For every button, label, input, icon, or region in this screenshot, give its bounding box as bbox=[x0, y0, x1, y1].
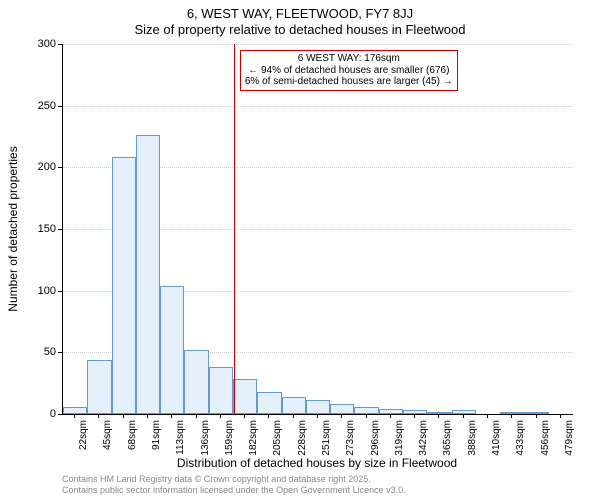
ytick-label: 50 bbox=[16, 346, 56, 358]
footer-line1: Contains HM Land Registry data © Crown c… bbox=[62, 474, 371, 484]
xtick-mark bbox=[171, 414, 172, 418]
xtick-mark bbox=[123, 414, 124, 418]
histogram-bar bbox=[282, 397, 306, 414]
histogram-bar bbox=[160, 286, 184, 414]
histogram-bar bbox=[136, 135, 160, 414]
ytick-label: 300 bbox=[16, 38, 56, 50]
ytick-label: 200 bbox=[16, 161, 56, 173]
xtick-mark bbox=[341, 414, 342, 418]
histogram-chart: 6, WEST WAY, FLEETWOOD, FY7 8JJ Size of … bbox=[0, 0, 600, 500]
xtick-mark bbox=[244, 414, 245, 418]
chart-title-line1: 6, WEST WAY, FLEETWOOD, FY7 8JJ bbox=[0, 6, 600, 21]
ytick-label: 150 bbox=[16, 223, 56, 235]
histogram-bar bbox=[330, 404, 354, 414]
xtick-mark bbox=[414, 414, 415, 418]
annotation-line2: ← 94% of detached houses are smaller (67… bbox=[245, 65, 453, 77]
xtick-mark bbox=[147, 414, 148, 418]
xtick-mark bbox=[463, 414, 464, 418]
histogram-bar bbox=[112, 157, 136, 414]
histogram-bar bbox=[524, 412, 548, 414]
reference-line bbox=[234, 44, 235, 414]
ytick-label: 250 bbox=[16, 100, 56, 112]
xtick-mark bbox=[74, 414, 75, 418]
histogram-bar bbox=[257, 392, 281, 414]
xtick-mark bbox=[293, 414, 294, 418]
histogram-bar bbox=[403, 410, 427, 414]
plot-area: 6 WEST WAY: 176sqm ← 94% of detached hou… bbox=[62, 44, 573, 415]
xtick-mark bbox=[196, 414, 197, 418]
xtick-mark bbox=[487, 414, 488, 418]
histogram-bar bbox=[63, 407, 87, 414]
xtick-mark bbox=[536, 414, 537, 418]
xtick-mark bbox=[390, 414, 391, 418]
xtick-mark bbox=[268, 414, 269, 418]
xtick-mark bbox=[98, 414, 99, 418]
gridline bbox=[63, 44, 573, 45]
xtick-mark bbox=[560, 414, 561, 418]
xtick-mark bbox=[511, 414, 512, 418]
x-axis-label: Distribution of detached houses by size … bbox=[62, 456, 572, 470]
ytick-label: 100 bbox=[16, 285, 56, 297]
histogram-bar bbox=[452, 410, 476, 414]
annotation-line3: 6% of semi-detached houses are larger (4… bbox=[245, 76, 453, 88]
gridline bbox=[63, 106, 573, 107]
xtick-mark bbox=[438, 414, 439, 418]
xtick-mark bbox=[220, 414, 221, 418]
histogram-bar bbox=[500, 412, 524, 414]
histogram-bar bbox=[233, 379, 257, 414]
histogram-bar bbox=[184, 350, 208, 414]
histogram-bar bbox=[87, 360, 111, 414]
xtick-mark bbox=[317, 414, 318, 418]
chart-title-line2: Size of property relative to detached ho… bbox=[0, 22, 600, 37]
histogram-bar bbox=[306, 400, 330, 414]
footer-line2: Contains public sector information licen… bbox=[62, 485, 406, 495]
histogram-bar bbox=[354, 407, 378, 414]
annotation-line1: 6 WEST WAY: 176sqm bbox=[245, 53, 453, 65]
histogram-bar bbox=[427, 412, 451, 414]
histogram-bar bbox=[379, 409, 403, 414]
annotation-box: 6 WEST WAY: 176sqm ← 94% of detached hou… bbox=[240, 50, 458, 91]
xtick-mark bbox=[366, 414, 367, 418]
ytick-label: 0 bbox=[16, 408, 56, 420]
histogram-bar bbox=[209, 367, 233, 414]
